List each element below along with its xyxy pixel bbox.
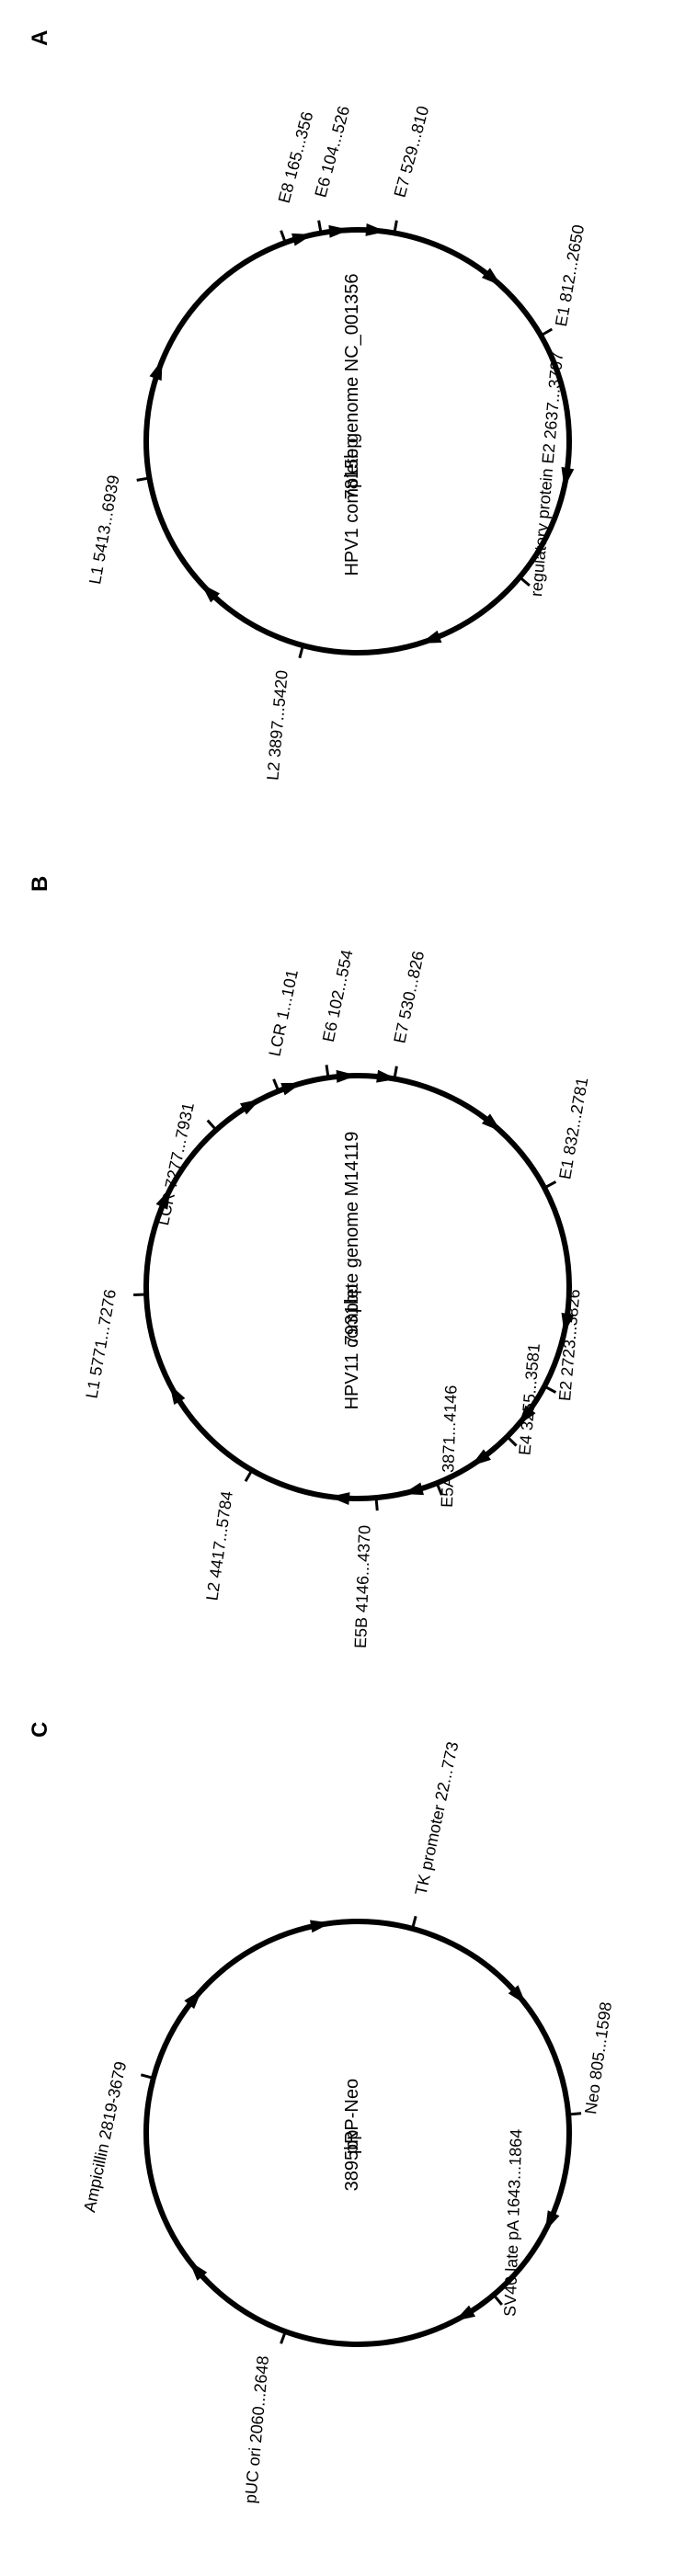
feature-tick	[544, 1386, 555, 1393]
feature-tick	[541, 329, 552, 336]
plasmid-svg-C: TK promoter 22...773 Neo 805...1598 SV40 l…	[36, 1701, 680, 2510]
feature-label: TK promoter 22...773	[412, 1740, 463, 1898]
feature-tick	[326, 1065, 328, 1077]
plasmid-size: 3895bp	[342, 2130, 362, 2192]
feature-label: E1 812...2650	[552, 223, 588, 328]
feature-tick	[246, 1470, 252, 1481]
direction-arrow	[291, 234, 313, 246]
plasmid-name: HPV11 complete genome M14119	[342, 1132, 362, 1410]
plasmid-panel-B: B LCR 1...101 E6 102...554 E7 530...826 E1 8…	[9, 855, 697, 1664]
direction-arrow	[150, 359, 163, 381]
feature-label: E7 530...826	[390, 950, 428, 1045]
feature-label: Ampicillin 2819-3679	[80, 2059, 130, 2214]
feature-label: SV40 late pA 1643...1864	[500, 2128, 525, 2317]
plasmid-size: 7815bp	[342, 439, 362, 500]
direction-arrow	[337, 1070, 357, 1083]
direction-arrow	[545, 2210, 560, 2231]
feature-label: pUC ori 2060...2648	[241, 2355, 272, 2504]
feature-label: E5B 4146...4370	[351, 1524, 374, 1648]
plasmid-panel-A: A E8 165...356E6 104...526 E7 529...810 E1 …	[9, 9, 697, 818]
feature-label: Neo 805...1598	[581, 2000, 615, 2115]
feature-tick	[508, 1437, 517, 1446]
panel-letter-C: C	[28, 1722, 53, 1738]
panel-letter-A: A	[28, 30, 53, 46]
feature-label: E8 165...356	[275, 109, 317, 205]
feature-label: E5A 3871...4146	[438, 1385, 461, 1508]
feature-tick	[376, 1498, 377, 1510]
plasmid-size: 7931bp	[342, 1284, 362, 1346]
feature-label: LCR 7277...7931	[154, 1100, 198, 1226]
feature-label: LCR 1...101	[265, 968, 302, 1058]
direction-arrow	[420, 631, 441, 644]
feature-label: L1 5771...7276	[83, 1288, 120, 1400]
feature-label: E6 104...526	[311, 104, 353, 199]
direction-arrow	[280, 1083, 302, 1095]
feature-label: L2 4417...5784	[202, 1490, 236, 1602]
feature-tick	[208, 1121, 216, 1130]
plasmid-svg-B: LCR 1...101 E6 102...554 E7 530...826 E1 83…	[36, 855, 680, 1664]
feature-label: E7 529...810	[391, 104, 433, 199]
feature-label: L1 5413...6939	[86, 473, 123, 586]
plasmid-panel-C: C TK promoter 22...773 Neo 805...1598 SV40 …	[9, 1701, 697, 2510]
feature-label: L2 3897...5420	[263, 669, 291, 781]
feature-label: E6 102...554	[319, 948, 357, 1043]
direction-arrow	[403, 1483, 424, 1496]
panel-letter-B: B	[28, 876, 53, 892]
plasmid-svg-A: E8 165...356E6 104...526 E7 529...810 E1 8…	[36, 9, 680, 818]
feature-label: E2 2723...3826	[555, 1288, 584, 1401]
feature-label: E1 832...2781	[555, 1076, 591, 1180]
feature-tick	[544, 1181, 555, 1188]
plasmid-name: HPV1 complete genome NC_001356	[342, 273, 362, 576]
feature-label: regulatory protein E2 2637...3797	[527, 351, 566, 598]
